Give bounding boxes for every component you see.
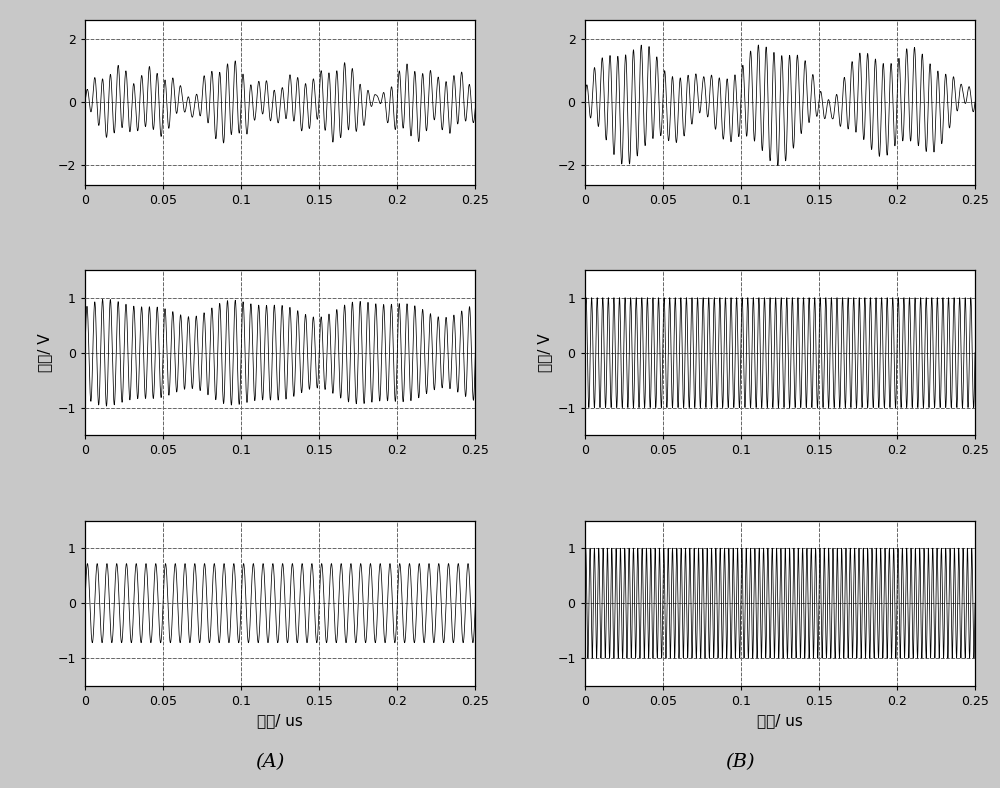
Y-axis label: 幅度/ V: 幅度/ V [37, 333, 52, 372]
Text: (B): (B) [725, 753, 755, 771]
Text: (A): (A) [255, 753, 285, 771]
X-axis label: 时间/ us: 时间/ us [757, 713, 803, 728]
Y-axis label: 幅度/ V: 幅度/ V [537, 333, 552, 372]
X-axis label: 时间/ us: 时间/ us [257, 713, 303, 728]
